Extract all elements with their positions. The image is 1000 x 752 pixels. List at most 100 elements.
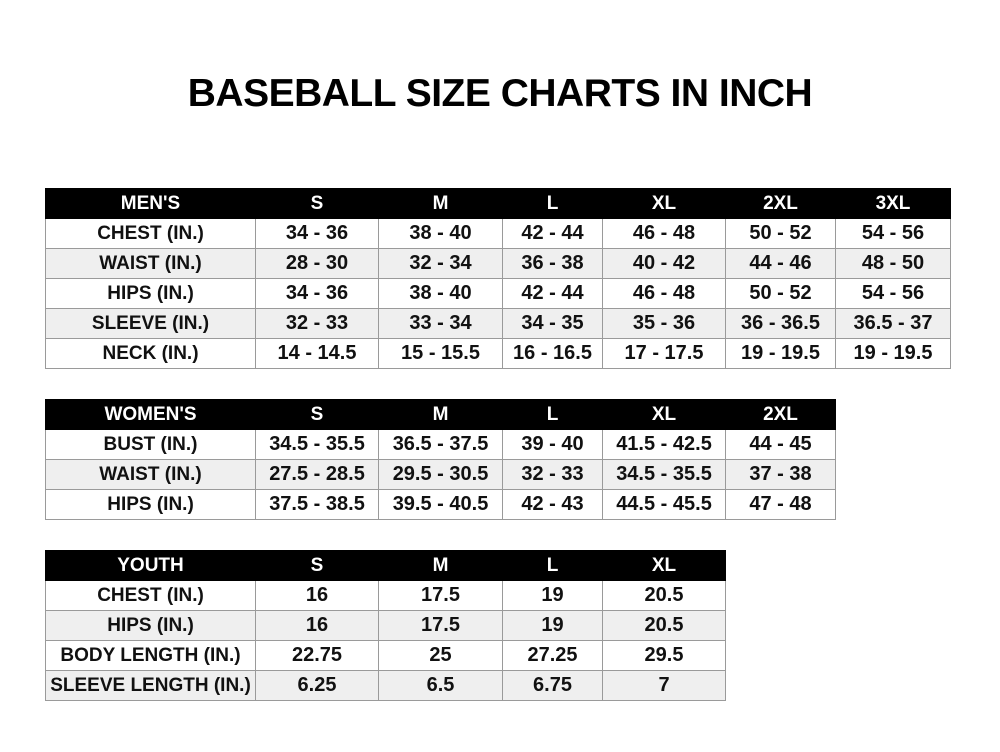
table-row: SLEEVE LENGTH (IN.) 6.25 6.5 6.75 7 [45,670,726,701]
size-value: 34 - 36 [255,278,379,309]
size-header: M [378,550,503,581]
size-value: 6.25 [255,670,379,701]
size-value: 34 - 35 [502,308,603,339]
size-value: 36 - 36.5 [725,308,836,339]
header-row: MEN'S S M L XL 2XL 3XL [45,188,951,219]
table-row: NECK (IN.) 14 - 14.5 15 - 15.5 16 - 16.5 17 … [45,338,951,369]
size-value: 34.5 - 35.5 [602,459,726,490]
size-value: 42 - 44 [502,218,603,249]
measurement-label: NECK (IN.) [45,338,256,369]
size-value: 40 - 42 [602,248,726,279]
table-row: HIPS (IN.) 16 17.5 19 20.5 [45,610,726,641]
size-value: 14 - 14.5 [255,338,379,369]
size-header: XL [602,399,726,430]
size-value: 34.5 - 35.5 [255,429,379,460]
header-row: YOUTH S M L XL [45,550,726,581]
category-header: WOMEN'S [45,399,256,430]
size-value: 38 - 40 [378,278,503,309]
size-value: 36 - 38 [502,248,603,279]
size-header: M [378,399,503,430]
size-header: M [378,188,503,219]
size-value: 39.5 - 40.5 [378,489,503,520]
size-value: 6.75 [502,670,603,701]
measurement-label: CHEST (IN.) [45,218,256,249]
size-header: 2XL [725,399,836,430]
size-value: 44 - 46 [725,248,836,279]
measurement-label: HIPS (IN.) [45,489,256,520]
measurement-label: BUST (IN.) [45,429,256,460]
size-value: 32 - 33 [502,459,603,490]
measurement-label: SLEEVE LENGTH (IN.) [45,670,256,701]
size-value: 17 - 17.5 [602,338,726,369]
size-value: 37 - 38 [725,459,836,490]
measurement-label: SLEEVE (IN.) [45,308,256,339]
size-value: 16 - 16.5 [502,338,603,369]
size-value: 7 [602,670,726,701]
size-header: S [255,550,379,581]
measurement-label: HIPS (IN.) [45,278,256,309]
measurement-label: HIPS (IN.) [45,610,256,641]
size-value: 27.5 - 28.5 [255,459,379,490]
table-row: WAIST (IN.) 27.5 - 28.5 29.5 - 30.5 32 - 33… [45,459,836,490]
table-row: HIPS (IN.) 34 - 36 38 - 40 42 - 44 46 - 48 50… [45,278,951,309]
table-row: HIPS (IN.) 37.5 - 38.5 39.5 - 40.5 42 - 43 4… [45,489,836,520]
size-value: 42 - 44 [502,278,603,309]
size-value: 42 - 43 [502,489,603,520]
size-header: L [502,399,603,430]
measurement-label: WAIST (IN.) [45,459,256,490]
size-value: 6.5 [378,670,503,701]
womens-size-table: WOMEN'S S M L XL 2XL BUST (IN.) 34.5 - 35.5 36.5… [45,399,836,520]
size-value: 28 - 30 [255,248,379,279]
size-value: 19 - 19.5 [725,338,836,369]
size-value: 41.5 - 42.5 [602,429,726,460]
size-value: 46 - 48 [602,278,726,309]
size-value: 34 - 36 [255,218,379,249]
table-row: WAIST (IN.) 28 - 30 32 - 34 36 - 38 40 - 42 4… [45,248,951,279]
size-value: 44 - 45 [725,429,836,460]
size-header: XL [602,188,726,219]
mens-size-table: MEN'S S M L XL 2XL 3XL CHEST (IN.) 34 - 36 38 - 4… [45,188,951,369]
table-row: SLEEVE (IN.) 32 - 33 33 - 34 34 - 35 35 - 36… [45,308,951,339]
size-value: 20.5 [602,610,726,641]
size-header: L [502,550,603,581]
size-value: 19 [502,580,603,611]
size-value: 36.5 - 37 [835,308,951,339]
header-row: WOMEN'S S M L XL 2XL [45,399,836,430]
size-value: 33 - 34 [378,308,503,339]
size-value: 17.5 [378,610,503,641]
size-value: 19 - 19.5 [835,338,951,369]
size-value: 39 - 40 [502,429,603,460]
size-value: 50 - 52 [725,278,836,309]
table-row: BUST (IN.) 34.5 - 35.5 36.5 - 37.5 39 - 40 4… [45,429,836,460]
measurement-label: WAIST (IN.) [45,248,256,279]
youth-size-table: YOUTH S M L XL CHEST (IN.) 16 17.5 19 20.5 HIPS (I… [45,550,726,701]
size-value: 32 - 34 [378,248,503,279]
size-value: 50 - 52 [725,218,836,249]
size-value: 29.5 [602,640,726,671]
measurement-label: CHEST (IN.) [45,580,256,611]
size-value: 16 [255,610,379,641]
size-value: 35 - 36 [602,308,726,339]
size-header: L [502,188,603,219]
size-header: S [255,188,379,219]
size-value: 20.5 [602,580,726,611]
size-value: 54 - 56 [835,218,951,249]
size-header: XL [602,550,726,581]
size-value: 46 - 48 [602,218,726,249]
size-value: 22.75 [255,640,379,671]
size-header: 2XL [725,188,836,219]
size-value: 27.25 [502,640,603,671]
category-header: MEN'S [45,188,256,219]
size-value: 25 [378,640,503,671]
category-header: YOUTH [45,550,256,581]
size-value: 48 - 50 [835,248,951,279]
measurement-label: BODY LENGTH (IN.) [45,640,256,671]
size-value: 19 [502,610,603,641]
table-row: CHEST (IN.) 34 - 36 38 - 40 42 - 44 46 - 48 5… [45,218,951,249]
table-row: BODY LENGTH (IN.) 22.75 25 27.25 29.5 [45,640,726,671]
page-title: BASEBALL SIZE CHARTS IN INCH [187,72,813,115]
size-value: 15 - 15.5 [378,338,503,369]
size-value: 44.5 - 45.5 [602,489,726,520]
size-header: S [255,399,379,430]
table-row: CHEST (IN.) 16 17.5 19 20.5 [45,580,726,611]
